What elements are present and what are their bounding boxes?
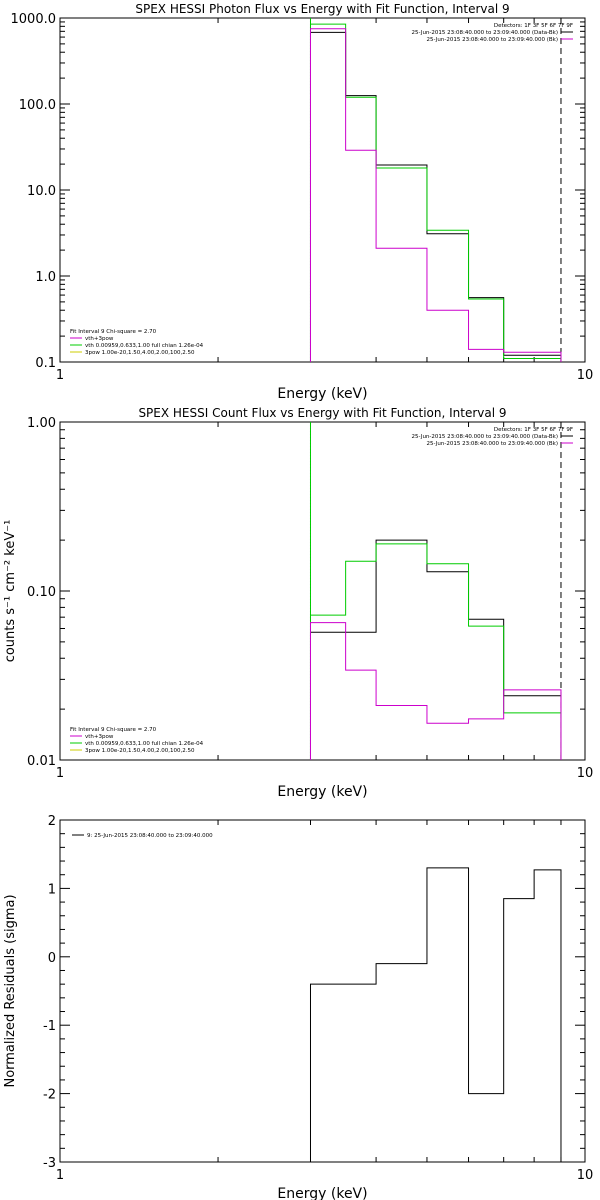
plot-frame [59,421,586,761]
legend-entry: vth+3pow [85,336,114,342]
y-tick-label: -2 [43,1088,56,1103]
y-axis-label: Normalized Residuals (sigma) [3,894,18,1087]
y-tick-label: -1 [43,1019,56,1034]
x-tick-label: 1 [56,1168,64,1183]
chart-panel-1: 1 10 1000.0 100.0 10.0 1.0 0.1 SPEX HESSI Photo… [11,2,594,402]
x-axis-label: Energy (keV) [277,386,367,402]
plot-area [309,422,562,760]
legend-entry: vth 0.00959,0.633,1.00 full chian 1.26e-… [85,343,204,349]
series-3-histogram [309,28,562,362]
plot-frame [59,17,586,363]
legend-header: Detectors: 1F 3F 5F 6F 7F 9F [494,23,573,29]
series-2-histogram [309,23,562,362]
series-1-histogram [309,867,562,1162]
chart-title: SPEX HESSI Photon Flux vs Energy with Fi… [135,2,509,16]
legend-entry: vth+3pow [85,734,114,740]
chart-panel-2: 1 10 1.00 0.10 0.01 SPEX HESSI Count Flux vs … [3,406,593,800]
y-tick-label: 1 [48,882,56,897]
y-tick-label: -3 [43,1156,56,1171]
series-1-histogram [309,31,562,362]
legend-entry: 25-Jun-2015 23:08:40.000 to 23:09:40.000… [426,441,558,447]
y-tick-label: 2 [48,814,56,829]
x-tick-label: 10 [577,1168,594,1183]
legend-entry: 25-Jun-2015 23:08:40.000 to 23:09:40.000… [426,37,558,43]
legend-entry: 3pow 1.00e-20,1.50,4.00,2.00,100,2.50 [85,350,195,356]
legend-header: Detectors: 1F 3F 5F 6F 7F 9F [494,427,573,433]
x-tick-label: 10 [577,766,594,781]
chart-title: SPEX HESSI Count Flux vs Energy with Fit… [138,406,506,420]
y-tick-label: 1.00 [27,416,56,431]
series-3-histogram [309,622,562,760]
series-2-histogram [309,543,562,760]
legend-entry: vth 0.00959,0.633,1.00 full chian 1.26e-… [85,741,204,747]
y-tick-label: 0.01 [27,754,56,769]
y-tick-label: 0.10 [27,585,56,600]
legend-entry: 25-Jun-2015 23:08:40.000 to 23:09:40.000… [412,30,558,36]
x-tick-label: 10 [577,368,594,383]
x-tick-label: 1 [56,766,64,781]
legend-entry: 9: 25-Jun-2015 23:08:40.000 to 23:09:40.… [87,833,213,839]
x-axis-label: Energy (keV) [277,784,367,800]
y-tick-label: 0 [48,951,56,966]
plot-area [309,18,562,362]
y-tick-label: 1.0 [35,270,56,285]
y-tick-label: 100.0 [19,98,56,113]
plot-area [309,867,562,1162]
x-tick-label: 1 [56,368,64,383]
y-axis-label: counts s⁻¹ cm⁻² keV⁻¹ [3,520,18,663]
x-axis-label: Energy (keV) [277,1186,367,1200]
series-1-histogram [309,539,562,760]
plot-frame [59,819,586,1163]
y-tick-label: 1000.0 [11,12,57,27]
y-tick-label: 0.1 [35,356,56,371]
y-tick-label: 10.0 [27,184,56,199]
legend-entry: 3pow 1.00e-20,1.50,4.00,2.00,100,2.50 [85,748,195,754]
legend-entry: 25-Jun-2015 23:08:40.000 to 23:09:40.000… [412,434,558,440]
legend-header: Fit Interval 9 Chi-square = 2.70 [70,329,157,335]
legend-header: Fit Interval 9 Chi-square = 2.70 [70,727,157,733]
